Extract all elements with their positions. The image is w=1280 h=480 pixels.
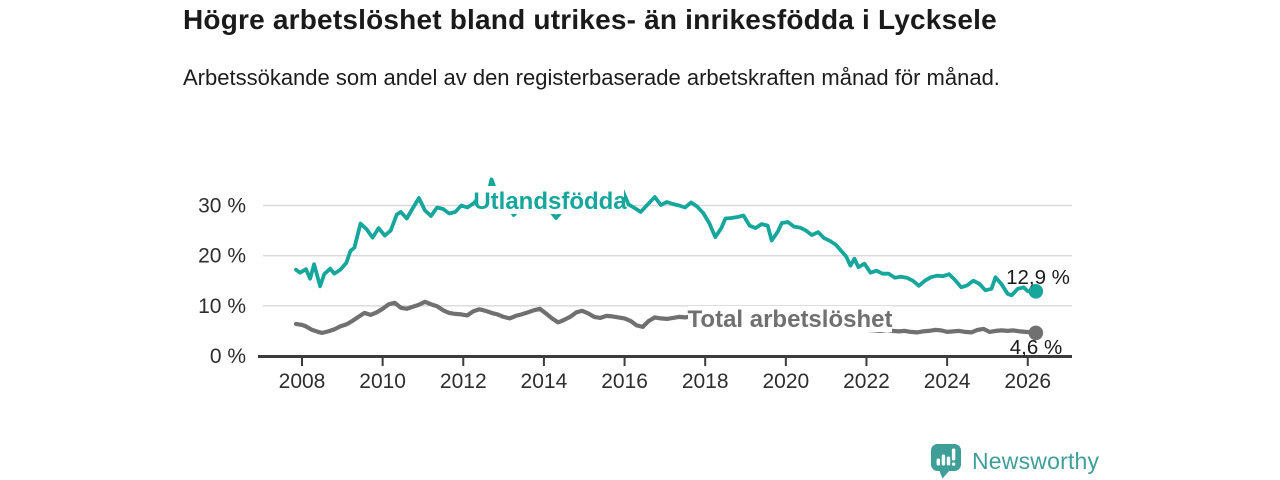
series-label-total: Total arbetslöshet — [688, 306, 893, 333]
x-tick-label: 2018 — [682, 370, 729, 393]
y-tick-label: 0 % — [210, 345, 246, 368]
brand-name: Newsworthy — [972, 448, 1100, 474]
x-tick-label: 2026 — [1004, 370, 1051, 393]
series-label-backdrop — [688, 306, 892, 332]
x-tick-label: 2010 — [359, 370, 406, 393]
series-end-dot-utlandsfodda — [1028, 283, 1044, 299]
x-tick-label: 2014 — [521, 370, 568, 393]
y-tick-label: 30 % — [198, 194, 246, 217]
series-label-utlandsfodda: Utlandsfödda — [473, 188, 627, 215]
series-line-total — [293, 299, 1038, 335]
series-end-dot-total — [1028, 325, 1044, 341]
series-end-value-total: 4,6 % — [1010, 336, 1062, 359]
x-tick-label: 2012 — [440, 370, 487, 393]
series-end-value-utlandsfodda: 12,9 % — [1006, 266, 1070, 289]
page-title: Högre arbetslöshet bland utrikes- än inr… — [183, 4, 997, 35]
brand-footer: Newsworthy — [930, 443, 1099, 480]
x-tick-label: 2022 — [843, 370, 890, 393]
chart-subtitle: Arbetssökande som andel av den registerb… — [183, 65, 1000, 90]
y-tick-label: 10 % — [198, 295, 246, 318]
series-label-backdrop — [476, 186, 624, 214]
y-tick-label: 20 % — [198, 245, 246, 268]
newsworthy-logo-icon — [931, 444, 961, 479]
x-tick-label: 2020 — [762, 370, 809, 393]
series-line-utlandsfodda — [294, 177, 1038, 298]
x-tick-label: 2016 — [601, 370, 648, 393]
x-tick-label: 2024 — [924, 370, 971, 393]
x-tick-label: 2008 — [279, 370, 326, 393]
